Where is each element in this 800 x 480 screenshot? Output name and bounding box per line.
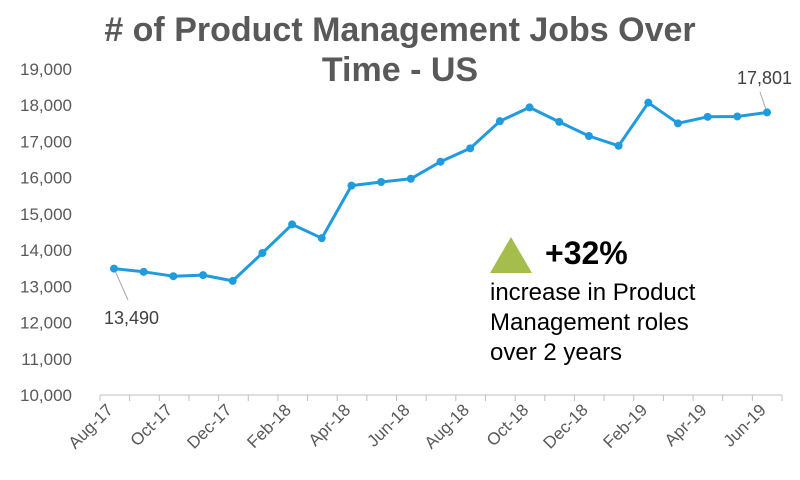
callout-line-3: over 2 years <box>490 339 623 366</box>
data-point <box>317 234 326 243</box>
y-tick-label: 11,000 <box>21 350 72 369</box>
data-point <box>673 119 682 128</box>
x-tick-label: Apr-19 <box>661 400 711 450</box>
data-point <box>139 267 148 276</box>
data-labels: 13,490 17,801 <box>104 68 792 328</box>
y-tick-label: 15,000 <box>20 205 72 224</box>
x-tick-label: Oct-18 <box>483 400 533 450</box>
data-point <box>614 141 623 150</box>
y-axis-tick-labels: 10,000 11,000 12,000 13,000 14,000 15,000 16,0… <box>20 60 72 405</box>
data-label: 17,801 <box>737 68 792 88</box>
x-tick-label: Aug-18 <box>421 400 473 452</box>
chart-title: # of Product Management Jobs Over Time -… <box>60 10 740 90</box>
x-tick-label: Aug-17 <box>65 400 117 452</box>
growth-callout: +32% increase in Product Management role… <box>490 233 790 368</box>
y-tick-label: 10,000 <box>20 386 72 405</box>
callout-line-2: Management roles <box>490 309 689 336</box>
data-point <box>466 144 475 153</box>
data-point <box>584 132 593 141</box>
data-point <box>258 249 267 258</box>
data-point <box>763 108 771 117</box>
x-tick-label: Feb-18 <box>243 400 295 452</box>
data-point <box>288 220 297 229</box>
data-point <box>406 174 415 183</box>
data-point <box>733 112 742 121</box>
data-point <box>495 117 504 126</box>
data-label: 13,490 <box>104 308 159 328</box>
data-point <box>703 112 712 121</box>
data-point <box>436 157 445 166</box>
x-axis-ticks: Aug-17 Oct-17 Dec-17 Feb-18 Apr-18 Jun-18 Aug-… <box>65 395 783 453</box>
x-tick-label: Jun-19 <box>720 400 770 450</box>
chart-title-line1: # of Product Management Jobs Over <box>104 11 696 49</box>
x-tick-label: Feb-19 <box>600 400 652 452</box>
y-tick-label: 17,000 <box>20 132 72 151</box>
data-point <box>555 117 564 126</box>
data-point <box>347 181 356 190</box>
data-label-leader-line <box>113 268 129 301</box>
x-tick-label: Dec-17 <box>183 400 235 452</box>
y-tick-label: 18,000 <box>20 96 72 115</box>
data-point <box>377 178 386 187</box>
callout-description: increase in Product Management roles ove… <box>490 278 790 368</box>
y-tick-label: 13,000 <box>20 277 72 296</box>
y-tick-label: 14,000 <box>20 241 72 260</box>
callout-headline: +32% <box>490 233 790 273</box>
callout-line-1: increase in Product <box>490 279 696 306</box>
y-tick-label: 12,000 <box>20 314 72 333</box>
y-tick-label: 19,000 <box>20 60 72 79</box>
x-tick-label: Jun-18 <box>363 400 413 450</box>
data-point <box>169 272 178 281</box>
y-tick-label: 16,000 <box>20 169 72 188</box>
data-points <box>110 98 771 285</box>
data-point <box>199 271 208 280</box>
chart-title-line2: Time - US <box>321 51 479 89</box>
data-point <box>525 103 534 112</box>
callout-percent: +32% <box>545 234 628 271</box>
data-point <box>644 98 653 107</box>
x-tick-label: Dec-18 <box>540 400 592 452</box>
data-point <box>110 264 118 273</box>
x-tick-label: Oct-17 <box>127 400 177 450</box>
up-triangle-icon <box>490 237 532 273</box>
data-point <box>228 276 237 285</box>
x-tick-label: Apr-18 <box>305 400 355 450</box>
